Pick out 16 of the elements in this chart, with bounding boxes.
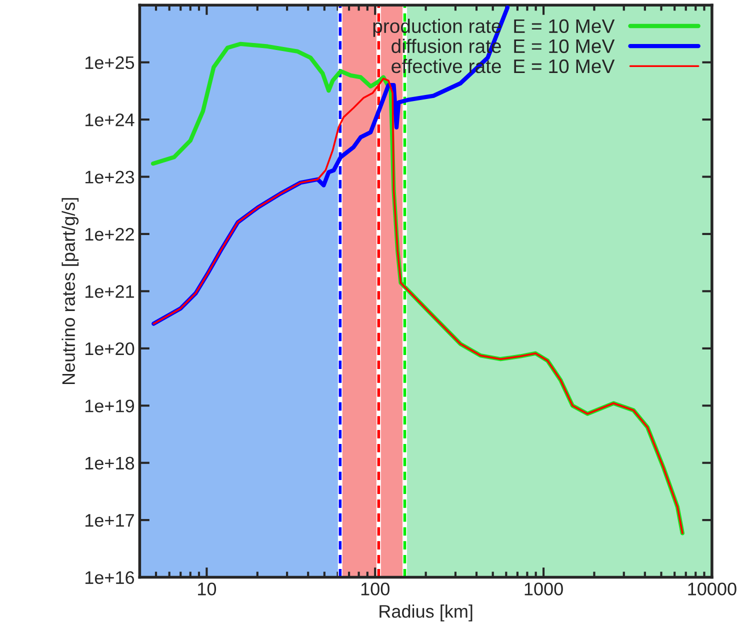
x-tick-label: 10: [198, 582, 216, 596]
y-tick-label: 1e+21: [85, 285, 134, 298]
x-tick-label: 10000: [688, 582, 736, 596]
y-tick-label: 1e+16: [85, 571, 134, 584]
y-tick-label: 1e+25: [85, 56, 134, 70]
y-axis-title: Neutrino rates [part/g/s]: [62, 198, 79, 384]
y-tick-label: 1e+19: [85, 400, 134, 412]
x-tick-label: 1000: [524, 582, 563, 596]
y-tick-label: 1e+22: [85, 228, 134, 241]
y-tick-label: 1e+18: [85, 456, 134, 470]
x-axis-title: Radius [km]: [380, 604, 472, 622]
y-tick-label: 1e+24: [85, 113, 134, 126]
x-tick-label: 100: [361, 582, 390, 596]
y-tick-label: 1e+17: [85, 514, 134, 527]
y-tick-label: 1e+23: [85, 170, 134, 184]
y-tick-label: 1e+20: [85, 342, 134, 356]
